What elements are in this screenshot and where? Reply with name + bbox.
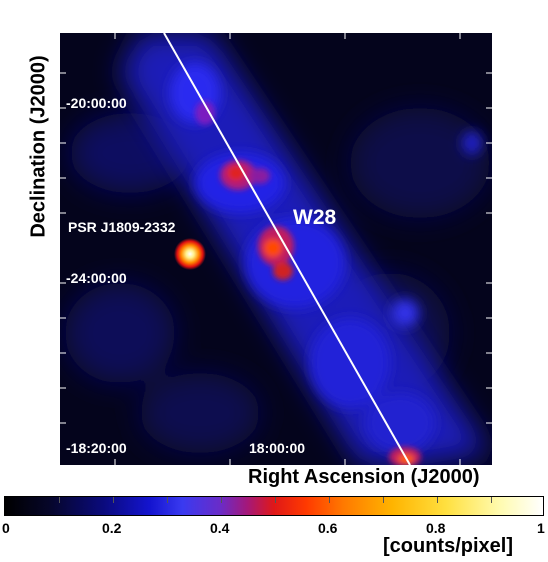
galactic-plane-line [163, 33, 411, 465]
dec-tick-label: -24:00:00 [66, 270, 127, 286]
x-axis-label: Right Ascension (J2000) [248, 466, 480, 488]
ra-tick-label: -18:20:00 [66, 440, 127, 456]
sky-count-map [60, 33, 492, 465]
sky-image [60, 33, 492, 465]
plane-emission [170, 63, 482, 453]
y-axis-label: Declination (J2000) [27, 55, 50, 238]
ra-tick-label: 18:00:00 [249, 440, 306, 456]
pulsar-label: PSR J1809-2332 [68, 219, 176, 235]
dec-tick-label: -20:00:00 [66, 95, 127, 111]
colorbar-tick-label: 0.8 [426, 520, 446, 536]
colorbar-tick-label: 0 [2, 520, 10, 536]
colorbar-tick-label: 1 [537, 520, 545, 536]
frame-ticks [60, 33, 492, 465]
colorbar-unit-label: [counts/pixel] [383, 535, 514, 557]
pulsar-source [174, 238, 206, 270]
remnant-label: W28 [293, 206, 337, 229]
colorbar-tick-label: 0.4 [210, 520, 230, 536]
colorbar-tick-label: 0.2 [102, 520, 122, 536]
colorbar-tick-label: 0.6 [318, 520, 338, 536]
colorbar [4, 496, 544, 516]
